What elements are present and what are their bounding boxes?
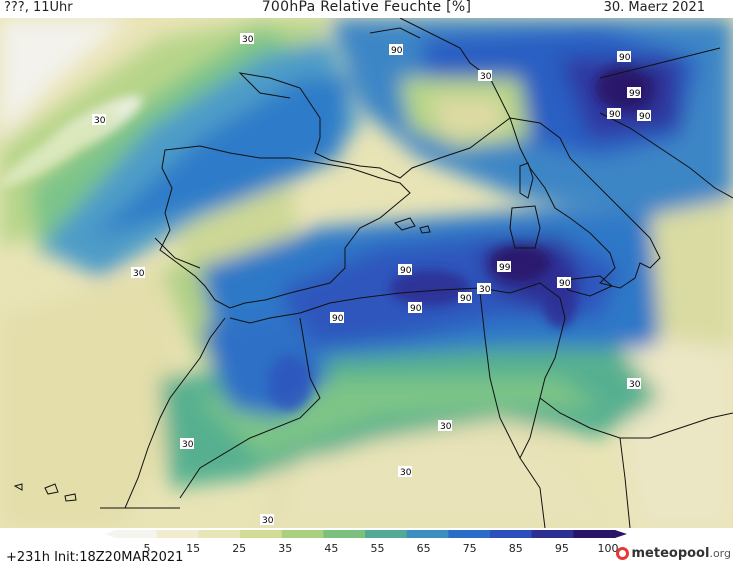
contour-label: 99: [629, 89, 641, 99]
colorbar-swatch: [323, 530, 366, 538]
colorbar-min-arrow: [105, 530, 115, 538]
colorbar-tick-label: 25: [232, 542, 247, 555]
contour-label: 30: [242, 35, 254, 45]
colorbar-tick-label: 95: [554, 542, 569, 555]
colorbar-swatch: [365, 530, 408, 538]
header-bar: ???, 11Uhr 700hPa Relative Feuchte [%] 3…: [0, 0, 733, 18]
contour-labels: 30 90 30 90 99 90 90 30 30 90 90 99 90 9…: [92, 33, 651, 526]
contour-label: 90: [400, 266, 412, 276]
colorbar-swatch: [281, 530, 324, 538]
contour-label: 99: [499, 263, 511, 273]
weather-map: 30 90 30 90 99 90 90 30 30 90 90 99 90 9…: [0, 18, 733, 528]
logo-text: meteopool: [631, 546, 710, 561]
colorbar-tick-label: 85: [508, 542, 523, 555]
humidity-detail: [0, 68, 645, 411]
contour-label: 90: [410, 304, 422, 314]
contour-label: 30: [480, 72, 492, 82]
contour-label: 30: [400, 468, 412, 478]
colorbar-tick-label: 5: [143, 542, 151, 555]
logo-tld: .org: [709, 547, 731, 560]
valid-time: ???, 11Uhr: [4, 0, 73, 15]
contour-label: 30: [94, 116, 106, 126]
colorbar-tick-label: 45: [324, 542, 339, 555]
colorbar-swatch: [156, 530, 199, 538]
contour-label: 90: [619, 53, 631, 63]
colorbar-swatch: [573, 530, 616, 538]
colorbar-tick-label: 15: [186, 542, 201, 555]
colorbar-swatches: [105, 530, 627, 538]
colorbar-swatch: [198, 530, 241, 538]
colorbar-swatch: [115, 530, 158, 538]
colorbar-swatch: [531, 530, 574, 538]
colorbar-tick-label: 65: [416, 542, 431, 555]
coastlines: [13, 18, 733, 528]
contour-label: 30: [440, 422, 452, 432]
contour-label: 30: [133, 269, 145, 279]
contour-label: 90: [609, 110, 621, 120]
contour-label: 30: [629, 380, 641, 390]
contour-label: 30: [262, 516, 274, 526]
humidity-map-svg: 30 90 30 90 99 90 90 30 30 90 90 99 90 9…: [0, 18, 733, 528]
contour-label: 30: [479, 285, 491, 295]
colorbar-swatch: [240, 530, 283, 538]
contour-label: 90: [639, 112, 651, 122]
footer: 5 15 25 35 45 55 65 75 85 95 100 +231h Init:18Z20M…: [0, 528, 733, 566]
contour-label: 90: [559, 279, 571, 289]
colorbar-swatch: [490, 530, 533, 538]
colorbar-swatch: [406, 530, 449, 538]
contour-label: 90: [460, 294, 472, 304]
contour-label: 90: [332, 314, 344, 324]
logo-icon: [615, 547, 629, 560]
forecast-date: 30. Maerz 2021: [603, 0, 705, 15]
colorbar-swatch: [448, 530, 491, 538]
contour-label: 90: [391, 46, 403, 56]
colorbar-max-arrow: [615, 530, 627, 538]
run-info: +231h Init:18Z20MAR2021: [6, 550, 184, 565]
meteopool-logo: meteopool .org: [615, 546, 731, 561]
colorbar-tick-label: 100: [597, 542, 619, 555]
colorbar-tick-label: 55: [370, 542, 385, 555]
map-title: 700hPa Relative Feuchte [%]: [261, 0, 472, 15]
colorbar-tick-label: 75: [462, 542, 477, 555]
contour-label: 30: [182, 440, 194, 450]
colorbar: [105, 530, 627, 538]
colorbar-tick-label: 35: [278, 542, 293, 555]
